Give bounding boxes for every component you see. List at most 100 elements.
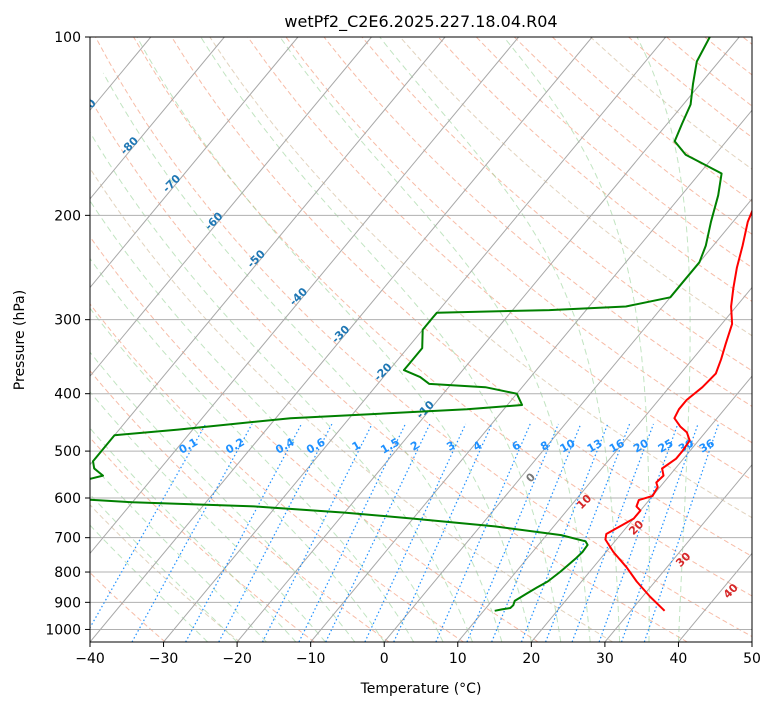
isotherm: [457, 286, 752, 642]
x-axis-label: Temperature (°C): [360, 681, 482, 697]
isotherm: [310, 109, 752, 642]
moist-adiabat-label: 10: [574, 492, 594, 512]
mixing-ratio-label: 25: [656, 437, 676, 456]
isobar-gridlines: [90, 37, 752, 630]
y-tick-label: 800: [54, 565, 81, 581]
mixing-ratio-line: [545, 423, 631, 642]
dry-adiabat: [323, 37, 752, 407]
mixing-ratio-line: [598, 423, 679, 642]
x-tick-label: −20: [222, 651, 252, 667]
moist-adiabats: [90, 37, 752, 642]
mixing-ratio-line: [261, 423, 373, 642]
dry-adiabat-label: -80: [118, 134, 141, 157]
dewpoint-profile: [90, 37, 723, 612]
mixing-ratio-label: 0.1: [177, 436, 200, 457]
moist-adiabat: [90, 493, 238, 642]
isotherm: [90, 37, 593, 642]
x-tick-label: 10: [449, 651, 467, 667]
mixing-ratio-line: [466, 423, 559, 642]
y-tick-label: 200: [54, 208, 81, 224]
x-tick-label: 40: [670, 651, 688, 667]
mixing-ratio-labels: 0.1 0.2 0.4 0.6 1 1.5 2 3 4 6 8 10 13 16 20 25 30 36: [177, 435, 717, 456]
moist-adiabat: [90, 351, 356, 642]
mixing-ratio-line: [218, 423, 333, 642]
dry-adiabat-label: -10: [414, 398, 437, 421]
mixing-ratio-line: [491, 423, 582, 642]
moist-adiabat: [503, 37, 650, 642]
moist-adiabat-label: 30: [673, 549, 693, 569]
dry-adiabat: [475, 37, 752, 269]
mixing-ratio-lines: [90, 423, 720, 642]
dry-adiabat: [133, 37, 752, 597]
dry-adiabat: [285, 37, 752, 444]
dry-adiabat-label: -60: [202, 209, 225, 232]
dry-adiabat: [90, 167, 613, 642]
dry-adiabat-label: -70: [160, 172, 183, 195]
moist-adiabat: [90, 131, 473, 642]
moist-adiabat: [279, 37, 591, 642]
y-tick-label: 900: [54, 595, 81, 611]
x-tick-label: 20: [522, 651, 540, 667]
mixing-ratio-line: [131, 423, 253, 642]
isotherm: [751, 641, 752, 642]
x-tick-label: 30: [596, 651, 614, 667]
y-axis-ticks: 100 200 300 400 500 600 700 800 900 1000: [45, 30, 90, 638]
plot-frame: [89, 36, 753, 643]
y-tick-label: 100: [54, 30, 81, 46]
moist-adiabat: [102, 72, 503, 642]
mixing-ratio-label: 13: [585, 437, 605, 456]
moist-adiabat: [90, 391, 326, 642]
dry-adiabat: [95, 37, 752, 638]
mixing-ratio-label: 1.5: [378, 436, 401, 457]
moist-adiabat: [90, 427, 297, 642]
dry-adiabat: [90, 235, 539, 642]
moist-adiabat: [200, 37, 562, 642]
moist-adiabat: [90, 307, 385, 642]
mixing-ratio-line: [185, 423, 302, 642]
isotherm: [163, 37, 667, 642]
isotherm: [90, 37, 446, 466]
isotherm: [90, 37, 372, 377]
dry-adiabat-label: -90: [76, 96, 99, 119]
y-tick-label: 500: [54, 444, 81, 460]
moist-adiabat: [90, 524, 209, 642]
chart-title: wetPf2_C2E6.2025.227.18.04.R04: [284, 12, 557, 32]
dry-adiabat: [209, 37, 752, 519]
dry-adiabat-label: -100: [31, 56, 60, 85]
isotherm-gridlines: [0, 37, 752, 642]
mixing-ratio-line: [435, 423, 531, 642]
moist-adiabat: [136, 37, 532, 642]
mixing-ratio-line: [298, 423, 406, 642]
isotherm: [90, 37, 225, 200]
mixing-ratio-line: [393, 423, 493, 642]
isotherm: [530, 375, 752, 642]
dry-adiabat: [399, 37, 752, 337]
isotherm: [383, 198, 752, 642]
mixing-ratio-label: 0.2: [223, 436, 246, 457]
isotherm: [236, 37, 740, 642]
isotherm: [90, 37, 299, 289]
dry-adiabat: [90, 303, 464, 642]
isotherm: [90, 37, 519, 555]
x-tick-label: −10: [296, 651, 326, 667]
mixing-ratio-line: [520, 423, 609, 642]
dry-adiabat-label: -40: [287, 285, 310, 308]
mixing-ratio-line: [643, 423, 720, 642]
dry-adiabat-label: -20: [371, 360, 394, 383]
x-tick-label: 50: [743, 651, 761, 667]
temperature-profile: [604, 208, 752, 612]
dry-adiabat: [513, 37, 752, 235]
dry-adiabat: [361, 37, 752, 372]
dry-adiabat: [742, 37, 752, 45]
mixing-ratio-line: [90, 423, 207, 629]
sounding-series: [90, 37, 752, 612]
dry-adiabat: [90, 97, 688, 642]
dry-adiabat-label: -50: [245, 247, 268, 270]
dry-adiabat: [90, 504, 241, 642]
moist-adiabat: [379, 37, 621, 642]
isotherm: [0, 37, 4, 642]
moist-adiabat-label: 0: [523, 470, 538, 485]
y-tick-label: 700: [54, 531, 81, 547]
mixing-ratio-line: [620, 423, 699, 642]
isotherm: [604, 463, 752, 642]
